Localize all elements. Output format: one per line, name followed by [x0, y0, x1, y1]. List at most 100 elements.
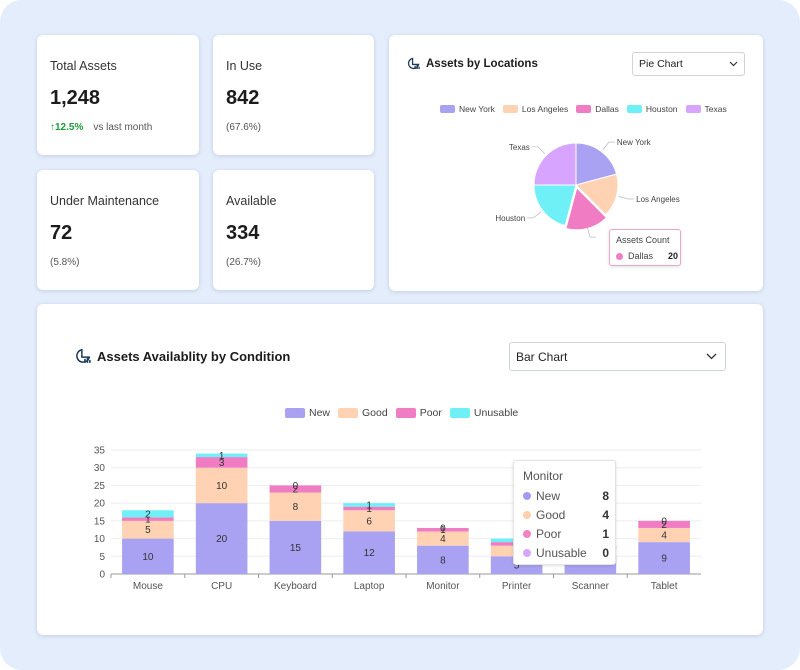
bar-data-label: 1 — [440, 525, 446, 536]
bar-segment-cpu-unusable[interactable] — [195, 453, 248, 458]
kpi-title: Under Maintenance — [50, 194, 160, 208]
pie-leader-line — [531, 146, 546, 155]
y-tick-label: 5 — [99, 552, 105, 563]
bar-data-label: 2 — [145, 509, 151, 520]
bar-data-label: 2 — [661, 520, 667, 531]
pie-leader-line — [618, 196, 635, 200]
bar-data-label: 6 — [366, 516, 372, 527]
legend-swatch — [338, 408, 359, 418]
bar-segment-mouse-unusable[interactable] — [122, 510, 174, 518]
pie-leader-line — [602, 141, 615, 151]
legend-label: New — [309, 407, 331, 419]
tooltip-row-unusable: Unusable 0 — [523, 546, 609, 560]
bar-segment-tablet-poor[interactable] — [638, 520, 690, 528]
bar-segment-cpu-poor[interactable] — [195, 457, 248, 468]
bar-segment-laptop-poor[interactable] — [343, 506, 395, 511]
pie-slice-new-york[interactable] — [575, 142, 618, 186]
panel-title: Assets Availablity by Condition — [75, 348, 290, 364]
kpi-card-in-use: In Use 842 (67.6%) — [213, 35, 374, 155]
kpi-value: 1,248 — [50, 87, 101, 109]
tooltip-value: 4 — [602, 508, 609, 522]
legend-swatch — [502, 105, 518, 113]
legend-swatch — [626, 105, 642, 113]
bar-data-label: 0 — [293, 481, 299, 492]
kpi-card-available: Available 334 (26.7%) — [213, 170, 374, 290]
y-tick-label: 20 — [94, 499, 106, 510]
pie-leader-line — [527, 211, 542, 219]
x-tick-label: Tablet — [651, 581, 678, 592]
kpi-value: 334 — [226, 222, 260, 244]
tooltip-row-poor: Poor 1 — [523, 527, 609, 541]
bar-data-label: 2 — [293, 484, 299, 495]
legend-item-los-angeles[interactable]: Los Angeles — [502, 104, 568, 114]
kpi-percent: (5.8%) — [50, 257, 80, 268]
legend-item-good[interactable]: Good — [338, 407, 388, 419]
chevron-down-icon — [706, 353, 717, 360]
pie-slice-los-angeles[interactable] — [575, 173, 619, 216]
tooltip-label: Poor — [536, 527, 562, 541]
tooltip-label: Unusable — [536, 546, 587, 560]
bar-segment-laptop-new[interactable] — [343, 531, 395, 574]
chart-icon — [76, 348, 91, 363]
pie-slice-houston[interactable] — [533, 184, 577, 227]
bar-segment-mouse-new[interactable] — [122, 538, 174, 574]
kpi-card-under-maintenance: Under Maintenance 72 (5.8%) — [37, 170, 199, 290]
panel-title-text: Assets Availablity by Condition — [97, 348, 291, 364]
chart-type-select[interactable]: Pie Chart — [632, 52, 745, 76]
legend-label: Good — [362, 407, 388, 419]
legend-label: Houston — [645, 104, 678, 114]
bar-data-label: 15 — [290, 543, 302, 554]
bar-segment-monitor-new[interactable] — [417, 545, 469, 574]
bar-segment-keyboard-good[interactable] — [269, 492, 322, 521]
bar-segment-laptop-good[interactable] — [343, 510, 395, 532]
legend-item-unusable[interactable]: Unusable — [449, 407, 518, 419]
legend-item-poor[interactable]: Poor — [395, 407, 442, 419]
tooltip-row-new: New 8 — [523, 489, 609, 503]
bar-data-label: 0 — [661, 516, 667, 527]
kpi-title: Available — [226, 194, 277, 208]
legend-swatch — [576, 105, 592, 113]
bar-segment-monitor-poor[interactable] — [417, 527, 469, 532]
bar-data-label: 4 — [661, 531, 667, 542]
legend-item-new[interactable]: New — [285, 407, 330, 419]
bar-segment-cpu-good[interactable] — [195, 467, 248, 504]
y-tick-label: 10 — [94, 534, 106, 545]
legend-item-texas[interactable]: Texas — [685, 104, 727, 114]
bar-segment-keyboard-new[interactable] — [269, 520, 322, 574]
bar-segment-mouse-good[interactable] — [122, 520, 174, 539]
bar-segment-keyboard-poor[interactable] — [269, 485, 322, 493]
bar-segment-laptop-unusable[interactable] — [343, 503, 395, 507]
bar-data-label: 12 — [364, 548, 376, 559]
bar-data-label: 10 — [142, 552, 154, 563]
x-tick-label: Keyboard — [274, 581, 317, 592]
kpi-value: 842 — [226, 87, 260, 109]
legend-item-new-york[interactable]: New York — [440, 104, 495, 114]
x-tick-label: CPU — [211, 581, 232, 592]
pie-tooltip: Assets Count Dallas 20 — [609, 229, 681, 266]
legend-item-dallas[interactable]: Dallas — [576, 104, 619, 114]
bar-data-label: 0 — [440, 523, 446, 534]
tooltip-swatch — [616, 252, 623, 260]
bar-segment-tablet-good[interactable] — [638, 527, 690, 543]
select-value: Pie Chart — [639, 58, 683, 70]
legend-swatch — [285, 408, 305, 418]
bar-segment-tablet-new[interactable] — [638, 542, 690, 574]
kpi-delta: ↑12.5% vs last month — [50, 122, 152, 133]
tooltip-row-good: Good 4 — [523, 508, 609, 522]
legend-swatch — [395, 408, 416, 418]
bar-segment-monitor-good[interactable] — [417, 531, 469, 546]
chevron-down-icon — [729, 61, 738, 67]
pie-slice-dallas[interactable] — [565, 186, 608, 231]
bar-segment-mouse-poor[interactable] — [122, 517, 174, 521]
bar-data-label: 20 — [216, 534, 228, 545]
trend-up: ↑12.5% — [50, 122, 83, 133]
pie-slice-texas[interactable] — [533, 142, 577, 186]
bar-segment-cpu-new[interactable] — [195, 503, 248, 574]
tooltip-swatch — [523, 492, 531, 500]
legend-item-houston[interactable]: Houston — [626, 104, 678, 114]
chart-type-select[interactable]: Bar Chart — [509, 342, 726, 371]
y-tick-label: 0 — [99, 570, 105, 581]
legend-label: Dallas — [595, 104, 619, 114]
bar-data-label: 1 — [145, 515, 151, 526]
tooltip-swatch — [523, 511, 531, 519]
